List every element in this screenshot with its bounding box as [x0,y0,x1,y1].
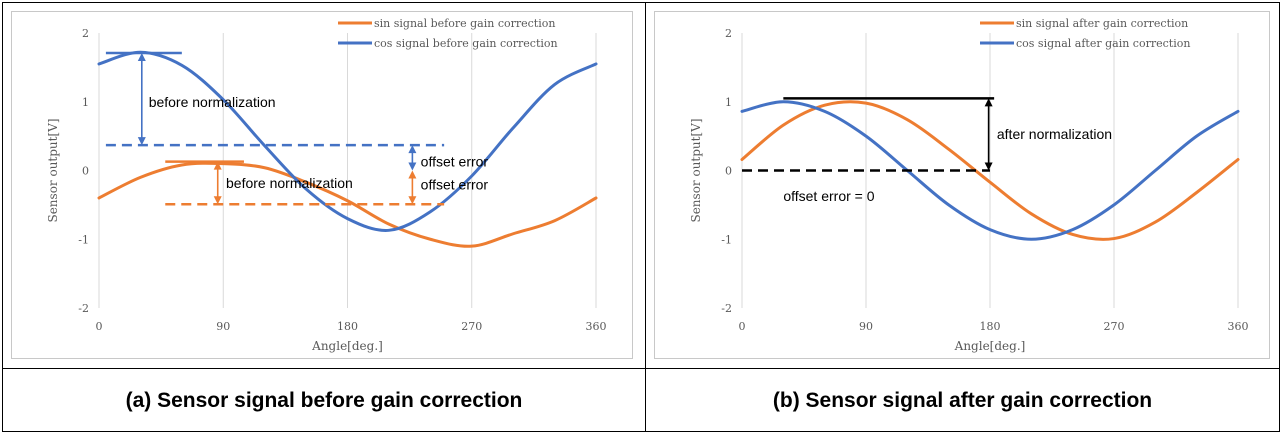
sin-amplitude-arrow-head-top [213,161,222,170]
annotation-offset-cos: offset error [421,154,489,170]
sin-offset-arrow-head-top [408,170,417,179]
annotation-offset-sin: offset error [421,176,489,192]
cos-amplitude-arrow-head-bottom [137,137,146,146]
panel-a: 0 90 180 270 360 2 1 0 -1 -2 Angle[deg.] Sensor out… [3,3,645,431]
series-group [740,100,1240,241]
sin-amplitude-arrow-head-bottom [213,196,222,205]
legend-label-sin: sin signal before gain correction [374,17,555,30]
y-tick-label--1: -1 [78,233,89,246]
series-group [97,50,598,248]
chart-a: 0 90 180 270 360 2 1 0 -1 -2 Angle[deg.] Sensor out… [46,17,607,353]
cos-offset-arrow-head-top [408,145,417,154]
annotations: before normalization before normalization… [105,51,489,206]
x-tick-label-180: 180 [980,320,1001,333]
legend: sin signal after gain correction cos sign… [980,17,1190,50]
annotation-before-norm-sin: before normalization [226,175,353,191]
y-tick-label-1: 1 [725,96,732,109]
y-tick-label-0: 0 [82,165,89,178]
caption-a: (a) Sensor signal before gain correction [125,389,523,412]
y-axis-title: Sensor output[V] [46,118,60,222]
legend: sin signal before gain correction cos sig… [338,17,558,50]
x-tick-label-360: 360 [1228,320,1249,333]
annotation-before-norm-cos: before normalization [149,94,276,110]
x-axis-title: Angle[deg.] [954,339,1026,353]
caption-a-cell: (a) Sensor signal before gain correction [3,368,645,431]
annotations: after normalization offset error = 0 [742,97,1112,204]
annotation-offset-zero: offset error = 0 [783,188,874,204]
panel-b: 0 90 180 270 360 2 1 0 -1 -2 Angle[deg.] Sensor out… [645,3,1279,431]
x-axis-title: Angle[deg.] [311,339,383,353]
cos-offset-arrow-head-bottom [408,162,417,171]
caption-b-cell: (b) Sensor signal after gain correction [646,368,1279,431]
y-tick-label--1: -1 [721,233,732,246]
series-line-sin [97,161,598,248]
legend-label-cos: cos signal before gain correction [374,37,558,50]
x-tick-label-0: 0 [739,320,746,333]
chart-a-area: 0 90 180 270 360 2 1 0 -1 -2 Angle[deg.] Sensor out… [11,11,633,359]
amplitude-arrow-head-top [984,98,993,107]
x-tick-label-270: 270 [1104,320,1125,333]
y-tick-label--2: -2 [78,302,89,315]
sin-offset-arrow-head-bottom [408,196,417,205]
cos-amplitude-arrow-head-top [137,52,146,61]
chart-b-area: 0 90 180 270 360 2 1 0 -1 -2 Angle[deg.] Sensor out… [654,11,1270,359]
legend-label-cos: cos signal after gain correction [1016,37,1190,50]
chart-b: 0 90 180 270 360 2 1 0 -1 -2 Angle[deg.] Sensor out… [689,17,1249,353]
caption-b: (b) Sensor signal after gain correction [772,389,1153,412]
series-line-cos [740,100,1240,241]
legend-label-sin: sin signal after gain correction [1016,17,1188,30]
y-tick-label-2: 2 [725,27,732,40]
x-tick-label-90: 90 [859,320,873,333]
y-tick-label--2: -2 [721,302,732,315]
annotation-after-norm: after normalization [997,126,1112,142]
y-axis-title: Sensor output[V] [689,118,703,222]
x-tick-label-270: 270 [461,320,482,333]
x-tick-label-360: 360 [586,320,607,333]
y-tick-label-0: 0 [725,165,732,178]
x-tick-label-180: 180 [337,320,358,333]
x-tick-label-90: 90 [216,320,230,333]
series-line-sin [740,100,1240,241]
amplitude-arrow-head-bottom [984,162,993,171]
series-line-cos [97,50,598,232]
y-tick-label-1: 1 [82,96,89,109]
x-tick-label-0: 0 [96,320,103,333]
y-tick-label-2: 2 [82,27,89,40]
